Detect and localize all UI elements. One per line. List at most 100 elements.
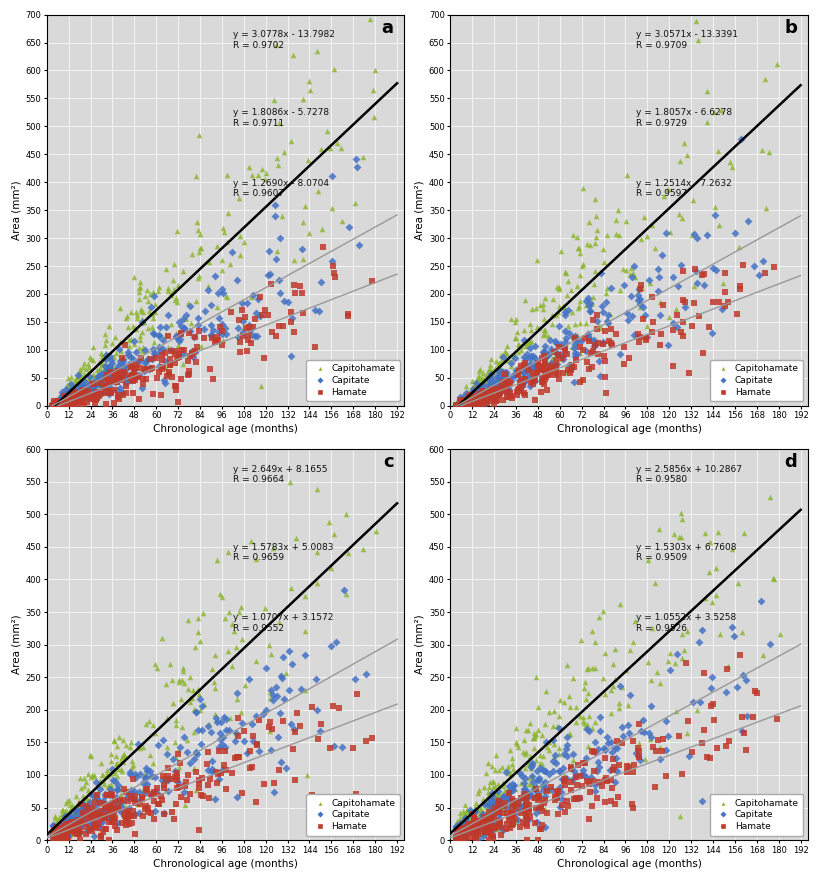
Point [725, 620, 738, 634]
Point [85, 801, 99, 815]
Point [508, 315, 521, 329]
Point [578, 715, 591, 730]
Point [507, 350, 520, 364]
Point [454, 810, 467, 825]
Point [67, 816, 80, 830]
Point [465, 391, 478, 405]
Point [495, 378, 508, 392]
Point [48, 399, 61, 413]
Point [584, 297, 597, 311]
Point [500, 366, 513, 380]
Point [245, 716, 259, 730]
Point [713, 627, 727, 641]
Point [637, 724, 650, 738]
Point [151, 738, 164, 752]
Point [492, 807, 505, 821]
Point [128, 373, 141, 387]
Point [539, 717, 552, 731]
Point [539, 291, 552, 305]
Point [737, 526, 750, 540]
Point [589, 192, 602, 206]
Point [481, 812, 494, 826]
Point [61, 392, 74, 407]
Point [536, 345, 549, 359]
Point [559, 265, 572, 279]
Text: d: d [784, 453, 797, 471]
Point [596, 305, 609, 319]
Point [561, 348, 574, 362]
Point [63, 392, 76, 407]
Point [87, 810, 100, 824]
Point [102, 809, 115, 823]
Point [521, 371, 534, 385]
Point [571, 778, 584, 792]
Point [479, 805, 493, 819]
Point [102, 779, 115, 793]
Point [740, 709, 753, 723]
Point [457, 807, 470, 821]
Point [62, 825, 76, 839]
Point [459, 809, 472, 823]
Point [528, 726, 541, 740]
Point [88, 817, 101, 831]
Point [515, 376, 528, 390]
Point [99, 358, 112, 372]
Point [644, 730, 658, 744]
Point [60, 825, 73, 840]
Point [95, 356, 108, 370]
Point [135, 315, 149, 329]
Point [452, 822, 466, 836]
Point [99, 369, 112, 383]
Point [62, 371, 75, 385]
Point [555, 792, 568, 806]
Point [46, 399, 59, 413]
Point [502, 779, 516, 793]
Text: y = 1.2690x - 8.0704
R = 0.9607: y = 1.2690x - 8.0704 R = 0.9607 [232, 179, 328, 198]
Point [111, 824, 124, 838]
Point [103, 801, 117, 815]
Point [585, 721, 599, 735]
Point [170, 796, 183, 810]
Point [75, 797, 88, 811]
Point [128, 784, 141, 798]
Point [770, 57, 783, 71]
Point [687, 297, 700, 311]
Point [609, 327, 622, 341]
Point [53, 819, 67, 833]
Point [638, 210, 651, 224]
Point [108, 375, 121, 389]
Point [479, 385, 492, 399]
Point [113, 301, 126, 315]
Point [80, 386, 93, 400]
Point [539, 765, 552, 779]
Point [122, 348, 135, 362]
Point [206, 331, 219, 345]
Point [148, 812, 161, 826]
Point [268, 775, 281, 789]
Point [566, 304, 579, 319]
Point [216, 324, 229, 338]
Point [454, 822, 467, 836]
Point [703, 565, 716, 579]
Point [126, 369, 140, 383]
Point [72, 827, 85, 841]
Point [475, 389, 488, 403]
Point [106, 809, 119, 823]
Point [462, 391, 475, 405]
Point [185, 316, 198, 330]
Point [516, 374, 530, 388]
Point [62, 830, 75, 844]
Point [138, 786, 151, 800]
Point [511, 740, 525, 754]
Point [325, 253, 338, 268]
Point [737, 726, 750, 740]
Point [213, 325, 226, 339]
Point [518, 386, 531, 400]
Point [282, 643, 296, 657]
Point [254, 379, 267, 393]
Point [106, 358, 119, 372]
Point [521, 337, 534, 351]
Point [107, 796, 120, 810]
Point [470, 815, 484, 829]
Point [466, 381, 479, 395]
